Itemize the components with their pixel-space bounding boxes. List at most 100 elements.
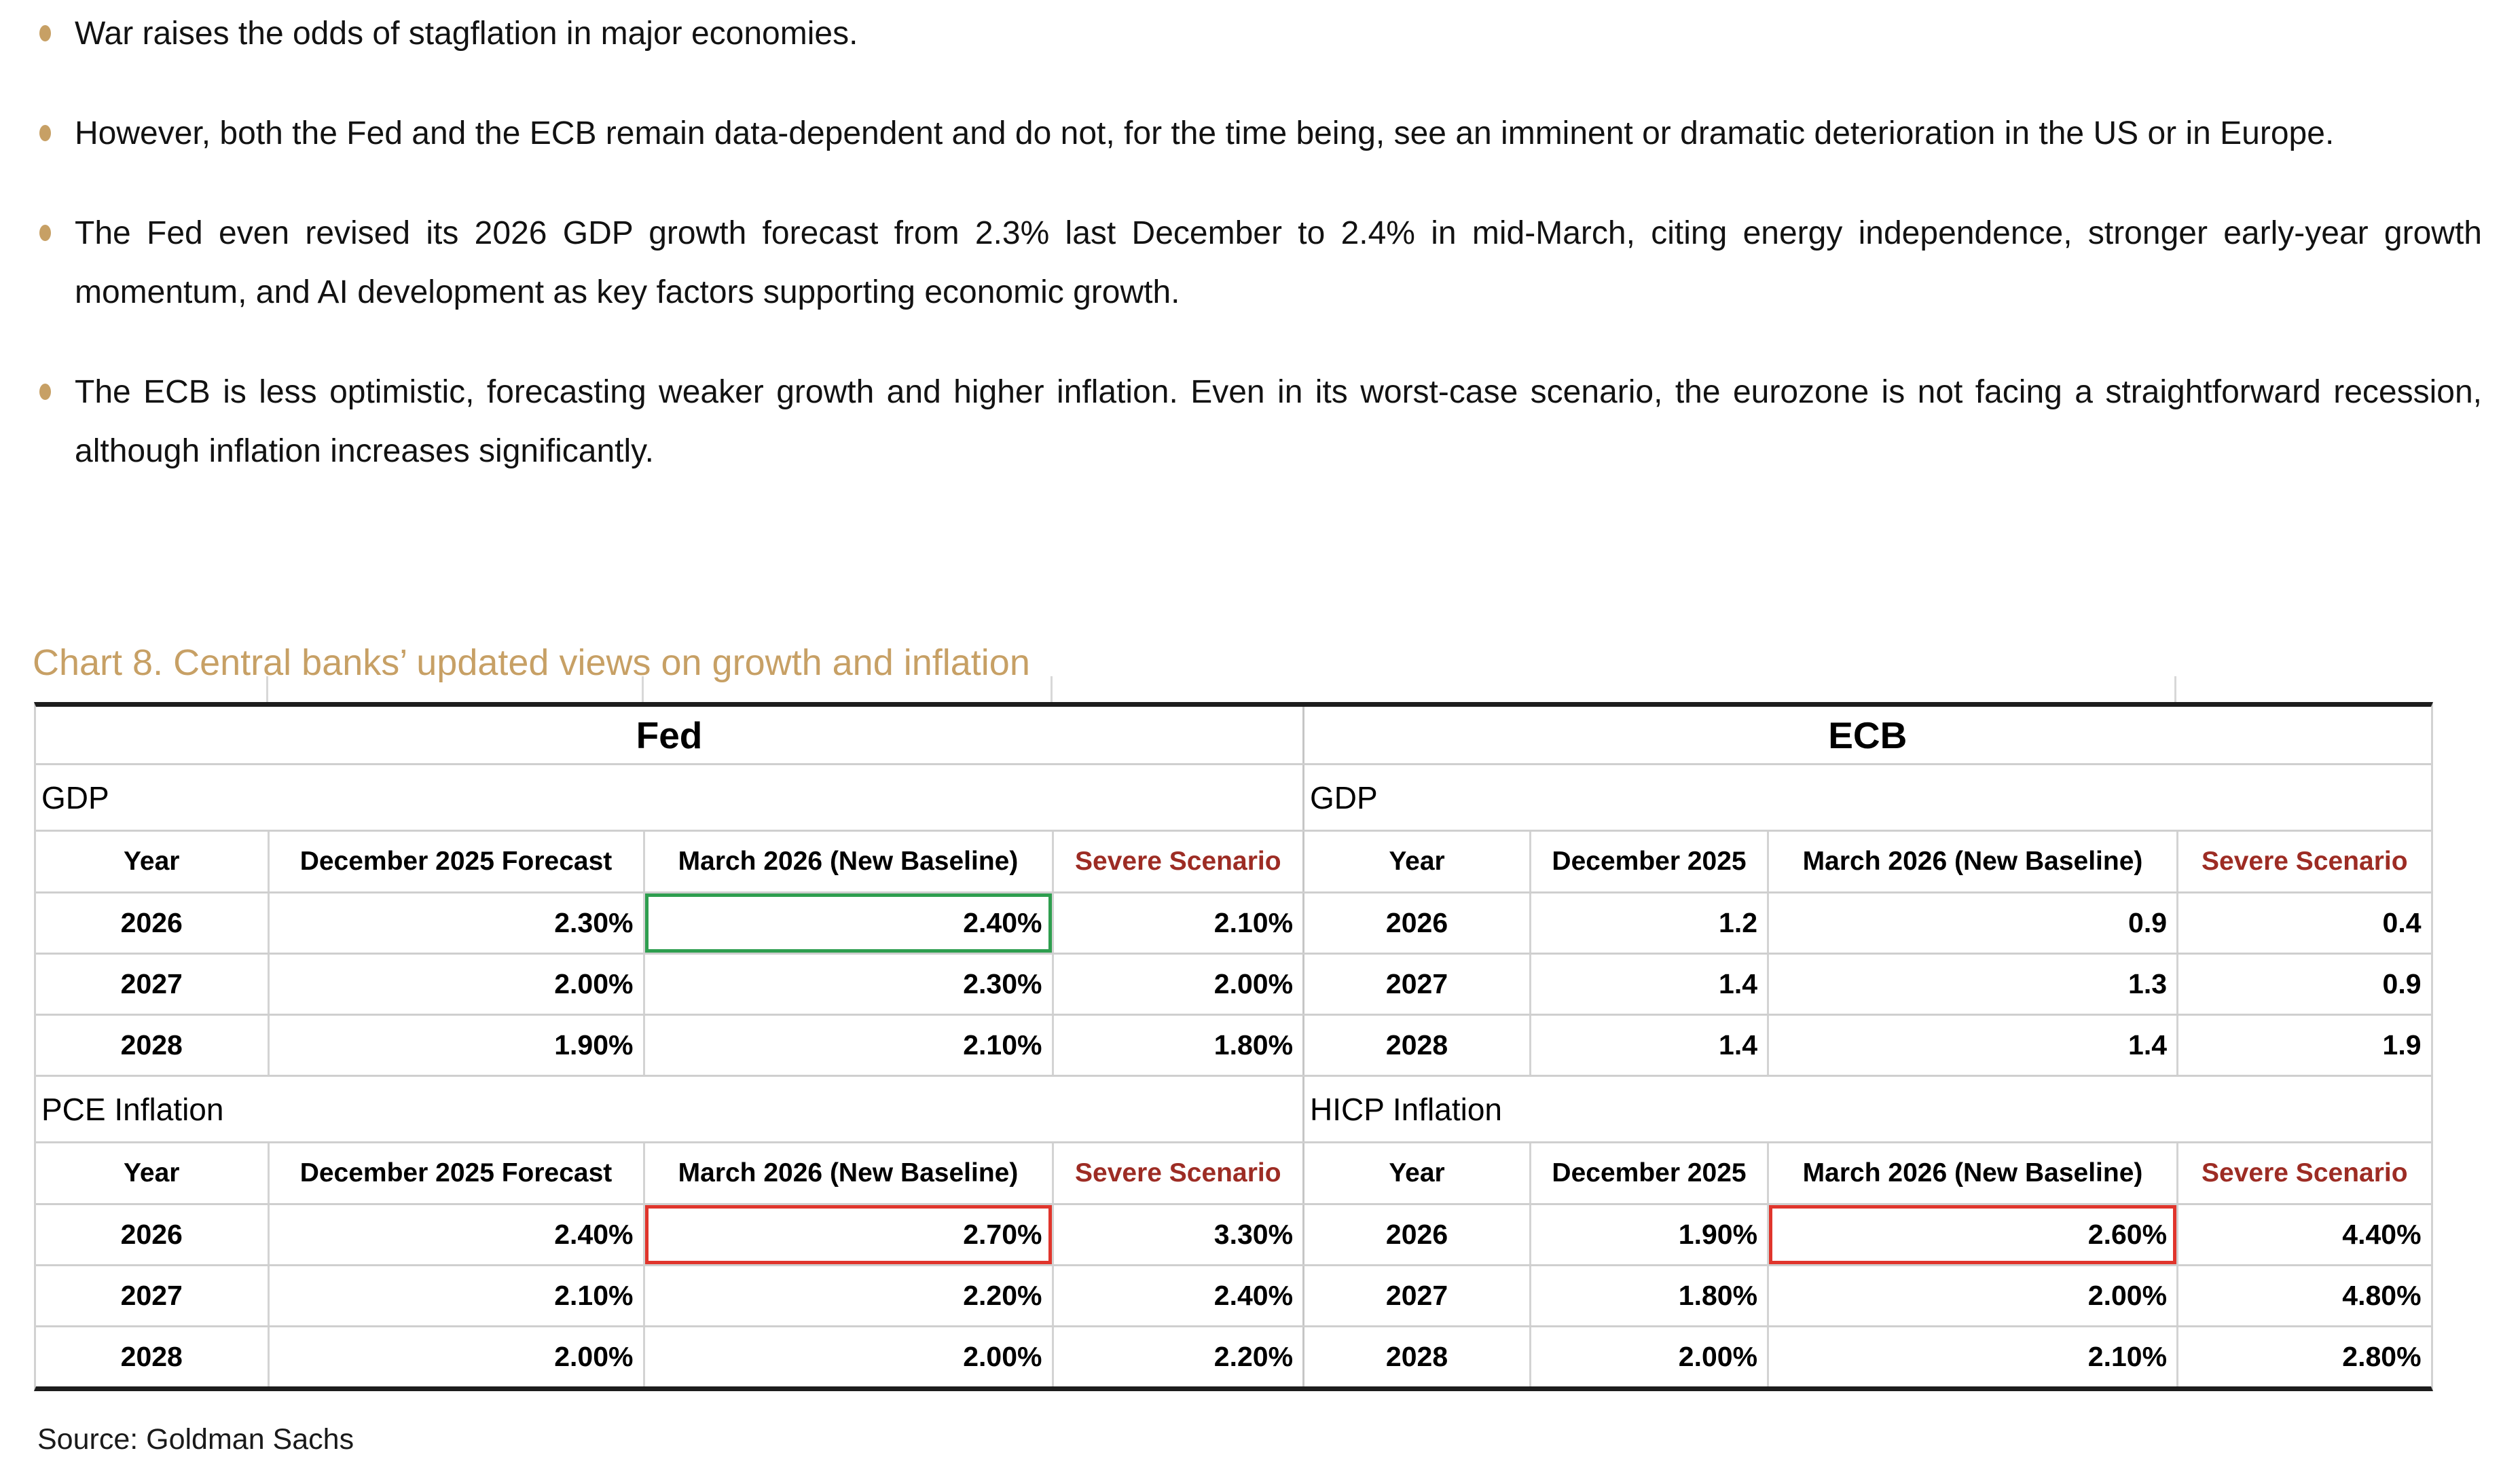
section-label-gdp: GDP xyxy=(1303,764,2431,832)
value-cell: 4.80% xyxy=(2176,1265,2431,1327)
value-cell: 0.9 xyxy=(1767,892,2178,955)
bullet-text: The Fed even revised its 2026 GDP growth… xyxy=(75,215,2482,310)
value-cell: 2.40% xyxy=(267,1204,644,1266)
table-row: 2028 2.00% 2.00% 2.20% xyxy=(36,1326,1303,1386)
value-cell: 1.90% xyxy=(267,1014,644,1077)
value-cell: 2.00% xyxy=(267,1326,644,1386)
value-cell: 2.30% xyxy=(267,892,644,955)
highlight-cell-red: 2.60% xyxy=(1767,1204,2178,1266)
bullet-item: The Fed even revised its 2026 GDP growth… xyxy=(39,204,2482,322)
bullet-item: However, both the Fed and the ECB remain… xyxy=(39,104,2482,163)
chart-title: Chart 8. Central banks’ updated views on… xyxy=(33,642,1030,683)
value-cell: 1.80% xyxy=(1051,1014,1303,1077)
value-cell: 2.00% xyxy=(642,1326,1053,1386)
table-row: 2028 2.00% 2.10% 2.80% xyxy=(1304,1326,2431,1386)
bank-title-fed: Fed xyxy=(36,707,1303,765)
bullet-text: However, both the Fed and the ECB remain… xyxy=(75,115,2335,151)
table-row: 2028 1.4 1.4 1.9 xyxy=(1303,1014,2431,1077)
column-header-severe: Severe Scenario xyxy=(1051,830,1303,893)
value-cell: 2.80% xyxy=(2176,1326,2431,1386)
value-cell: 2.10% xyxy=(1767,1326,2178,1386)
value-cell: 2.10% xyxy=(267,1265,644,1327)
section-label-pce: PCE Inflation xyxy=(36,1075,1303,1143)
table-row: 2027 2.10% 2.20% 2.40% xyxy=(36,1265,1303,1327)
value-cell: 3.30% xyxy=(1051,1204,1303,1266)
bullet-text: The ECB is less optimistic, forecasting … xyxy=(75,374,2482,469)
year-cell: 2026 xyxy=(1303,892,1531,955)
highlight-cell-red: 2.70% xyxy=(642,1204,1053,1266)
value-cell: 2.40% xyxy=(1051,1265,1303,1327)
value-cell: 1.2 xyxy=(1529,892,1768,955)
column-header-year: Year xyxy=(36,830,268,893)
section-label-hicp: HICP Inflation xyxy=(1303,1075,2431,1143)
column-header-severe: Severe Scenario xyxy=(2176,1142,2431,1205)
year-cell: 2027 xyxy=(1303,1265,1531,1327)
column-header-mar2026: March 2026 (New Baseline) xyxy=(642,830,1053,893)
bullet-item: War raises the odds of stagflation in ma… xyxy=(39,4,2482,63)
bullet-dot-icon xyxy=(39,384,51,400)
year-cell: 2027 xyxy=(36,953,268,1016)
value-cell: 1.90% xyxy=(1529,1204,1768,1266)
value-cell: 1.9 xyxy=(2176,1014,2431,1077)
column-tick xyxy=(642,676,644,702)
source-note: Source: Goldman Sachs xyxy=(37,1423,354,1456)
bullet-text: War raises the odds of stagflation in ma… xyxy=(75,16,858,52)
value-cell: 1.80% xyxy=(1529,1265,1768,1327)
value-cell: 2.20% xyxy=(642,1265,1053,1327)
value-cell: 1.4 xyxy=(1767,1014,2178,1077)
value-cell: 2.00% xyxy=(1529,1326,1768,1386)
column-tick xyxy=(1051,676,1053,702)
bullet-list: War raises the odds of stagflation in ma… xyxy=(39,4,2482,521)
year-cell: 2028 xyxy=(36,1014,268,1077)
bullet-dot-icon xyxy=(39,225,51,241)
value-cell: 2.10% xyxy=(642,1014,1053,1077)
column-header-year: Year xyxy=(1303,1142,1531,1205)
column-header-severe: Severe Scenario xyxy=(1051,1142,1303,1205)
year-cell: 2026 xyxy=(36,892,268,955)
value-cell: 1.4 xyxy=(1529,953,1768,1016)
table-row: 2027 1.80% 2.00% 4.80% xyxy=(1303,1265,2431,1327)
column-header-dec2025: December 2025 Forecast xyxy=(267,1142,644,1205)
column-header-dec2025: December 2025 xyxy=(1529,1142,1768,1205)
column-header-mar2026: March 2026 (New Baseline) xyxy=(1767,1142,2178,1205)
column-tick xyxy=(266,676,268,702)
table-row: 2026 1.2 0.9 0.4 xyxy=(1303,892,2431,955)
column-header-mar2026: March 2026 (New Baseline) xyxy=(642,1142,1053,1205)
table-row: 2026 1.90% 2.60% 4.40% xyxy=(1303,1204,2431,1266)
year-cell: 2028 xyxy=(120,1341,183,1372)
value-cell: 1.3 xyxy=(1767,953,2178,1016)
value-cell: 2.30% xyxy=(642,953,1053,1016)
forecast-table: Fed GDP Year December 2025 Forecast Marc… xyxy=(34,702,2433,1391)
value-cell: 0.4 xyxy=(2176,892,2431,955)
column-header-year: Year xyxy=(36,1142,268,1205)
table-row: 2027 2.00% 2.30% 2.00% xyxy=(36,953,1303,1016)
column-header-dec2025: December 2025 Forecast xyxy=(267,830,644,893)
column-header-mar2026: March 2026 (New Baseline) xyxy=(1767,830,2178,893)
year-cell: 2028 xyxy=(1385,1341,1448,1372)
value-cell: 1.4 xyxy=(1529,1014,1768,1077)
year-cell: 2027 xyxy=(1303,953,1531,1016)
fed-table: Fed GDP Year December 2025 Forecast Marc… xyxy=(36,707,1303,1386)
table-row: 2027 1.4 1.3 0.9 xyxy=(1303,953,2431,1016)
column-tick xyxy=(2174,676,2176,702)
year-cell: 2028 xyxy=(1303,1014,1531,1077)
bullet-dot-icon xyxy=(39,125,51,141)
column-header-dec2025: December 2025 xyxy=(1529,830,1768,893)
table-row: 2028 1.90% 2.10% 1.80% xyxy=(36,1014,1303,1077)
value-cell: 2.20% xyxy=(1051,1326,1303,1386)
highlight-cell-green: 2.40% xyxy=(642,892,1053,955)
column-header-severe: Severe Scenario xyxy=(2176,830,2431,893)
ecb-table: ECB GDP Year December 2025 March 2026 (N… xyxy=(1302,707,2431,1386)
section-label-gdp: GDP xyxy=(36,764,1303,832)
year-cell: 2027 xyxy=(36,1265,268,1327)
year-cell: 2026 xyxy=(1303,1204,1531,1266)
table-row: 2026 2.30% 2.40% 2.10% xyxy=(36,892,1303,955)
bank-title-ecb: ECB xyxy=(1303,707,2431,765)
column-header-year: Year xyxy=(1303,830,1531,893)
table-row: 2026 2.40% 2.70% 3.30% xyxy=(36,1204,1303,1266)
year-cell: 2026 xyxy=(36,1204,268,1266)
bullet-dot-icon xyxy=(39,25,51,41)
value-cell: 2.00% xyxy=(267,953,644,1016)
value-cell: 4.40% xyxy=(2176,1204,2431,1266)
value-cell: 2.10% xyxy=(1051,892,1303,955)
